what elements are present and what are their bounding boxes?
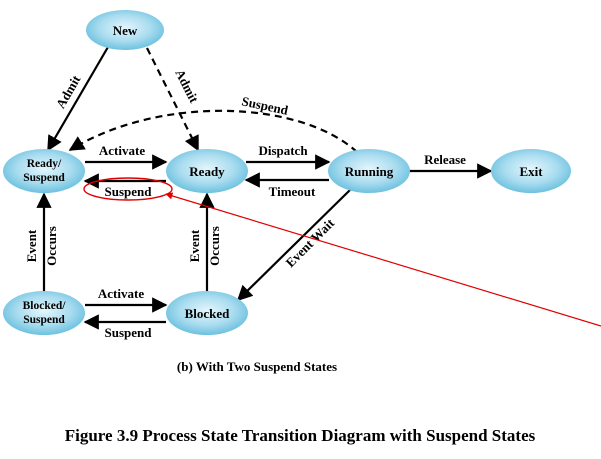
label-suspend-blocked: Suspend [105,325,153,340]
label-event-occurs-left-1: Event [24,229,39,262]
label-event-occurs-left-2: Occurs [44,226,59,266]
label-event-occurs-mid-2: Occurs [207,226,222,266]
svg-text:New: New [113,23,138,38]
label-activate-bottom: Activate [98,286,144,301]
node-ready-suspend: Ready/ Suspend [3,149,85,193]
svg-text:Ready: Ready [189,164,225,179]
annotation-circle [83,177,173,201]
node-new: New [86,10,164,50]
label-event-occurs-mid-1: Event [187,229,202,262]
diagram-subtitle: (b) With Two Suspend States [177,359,337,374]
edge-admit-new-to-ready-suspend [47,46,109,152]
svg-text:Exit: Exit [519,164,543,179]
svg-text:Suspend: Suspend [23,314,65,326]
svg-text:Blocked: Blocked [185,306,231,321]
svg-text:Ready/: Ready/ [27,158,62,170]
node-ready: Ready [166,149,248,193]
svg-text:Running: Running [345,164,394,179]
svg-text:Blocked/: Blocked/ [23,300,67,312]
label-timeout: Timeout [269,184,316,199]
label-admit-left: Admit [53,72,84,111]
node-running: Running [328,149,410,193]
node-blocked: Blocked [166,291,248,335]
edge-event-wait [236,189,351,302]
label-event-wait: Event Wait [283,215,338,270]
node-blocked-suspend: Blocked/ Suspend [3,291,85,335]
figure-caption: Figure 3.9 Process State Transition Diag… [65,426,536,445]
svg-text:Suspend: Suspend [23,172,65,184]
label-activate-top: Activate [99,143,145,158]
label-dispatch: Dispatch [258,143,308,158]
label-admit-right: Admit [172,67,202,106]
label-release: Release [424,152,466,167]
label-suspend-ready: Suspend [105,184,153,199]
node-exit: Exit [491,149,571,193]
annotation-pointer-line [165,192,601,327]
